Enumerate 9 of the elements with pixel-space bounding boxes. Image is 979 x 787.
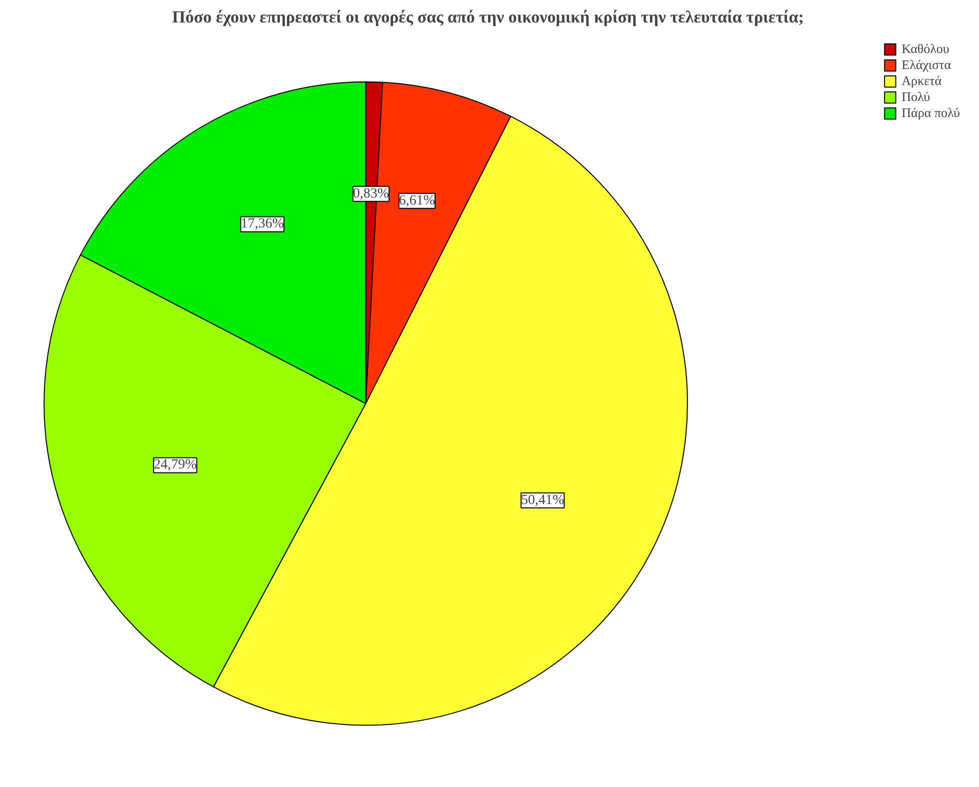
chart-title: Πόσο έχουν επηρεαστεί οι αγορές σας από την οικονομική κρίση την τελευταία τριετία; xyxy=(172,8,804,26)
legend-label: Ελάχιστα xyxy=(902,57,952,73)
legend-label: Πάρα πολύ xyxy=(902,105,960,121)
legend-label: Αρκετά xyxy=(902,73,942,89)
data-label: 6,61% xyxy=(398,193,436,208)
data-label: 0,83% xyxy=(352,186,390,202)
legend-label: Καθόλου xyxy=(902,41,950,57)
legend-label: Πολύ xyxy=(902,89,930,105)
data-label: 17,36% xyxy=(240,216,284,232)
